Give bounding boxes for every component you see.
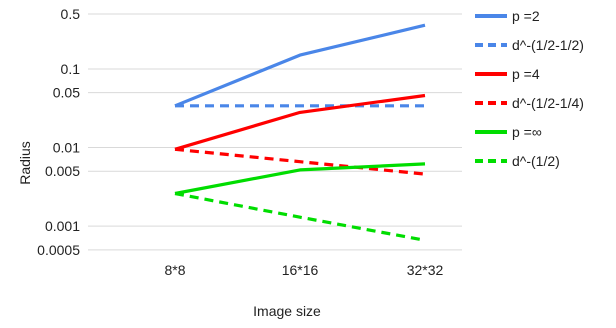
y-tick-label: 0.5 [61,6,81,22]
x-axis-title: Image size [253,303,321,319]
series-line-4 [174,162,426,196]
legend-label: d^-(1/2-1/2) [512,37,584,53]
x-tick-label: 32*32 [407,262,444,278]
legend-label: d^-(1/2-1/4) [512,95,584,111]
y-tick-label: 0.001 [45,218,80,234]
y-tick-label: 0.005 [45,163,80,179]
legend-label: p =4 [512,66,540,82]
y-axis-ticks: 0.5 0.1 0.05 0.01 0.005 0.001 0.0005 [37,6,80,258]
series-line-2 [174,93,426,151]
series-line-0 [174,23,426,108]
legend-label: p =2 [512,8,540,24]
y-tick-label: 0.0005 [37,242,80,258]
legend-label: d^-(1/2) [512,153,560,169]
legend: p =2 d^-(1/2-1/2) p =4 d^-(1/2-1/4) p =∞ d^-(… [475,8,584,169]
series-lines [174,23,426,242]
series-line-5 [174,191,426,242]
gridlines [88,13,462,251]
x-tick-label: 8*8 [164,262,185,278]
x-axis-ticks: 8*8 16*16 32*32 [164,262,443,278]
y-tick-label: 0.1 [61,61,81,77]
series-line-3 [174,147,426,176]
y-tick-label: 0.01 [53,140,80,156]
legend-label: p =∞ [512,124,542,140]
y-axis-title: Radius [17,141,33,185]
x-tick-label: 16*16 [282,262,319,278]
y-tick-label: 0.05 [53,85,80,101]
